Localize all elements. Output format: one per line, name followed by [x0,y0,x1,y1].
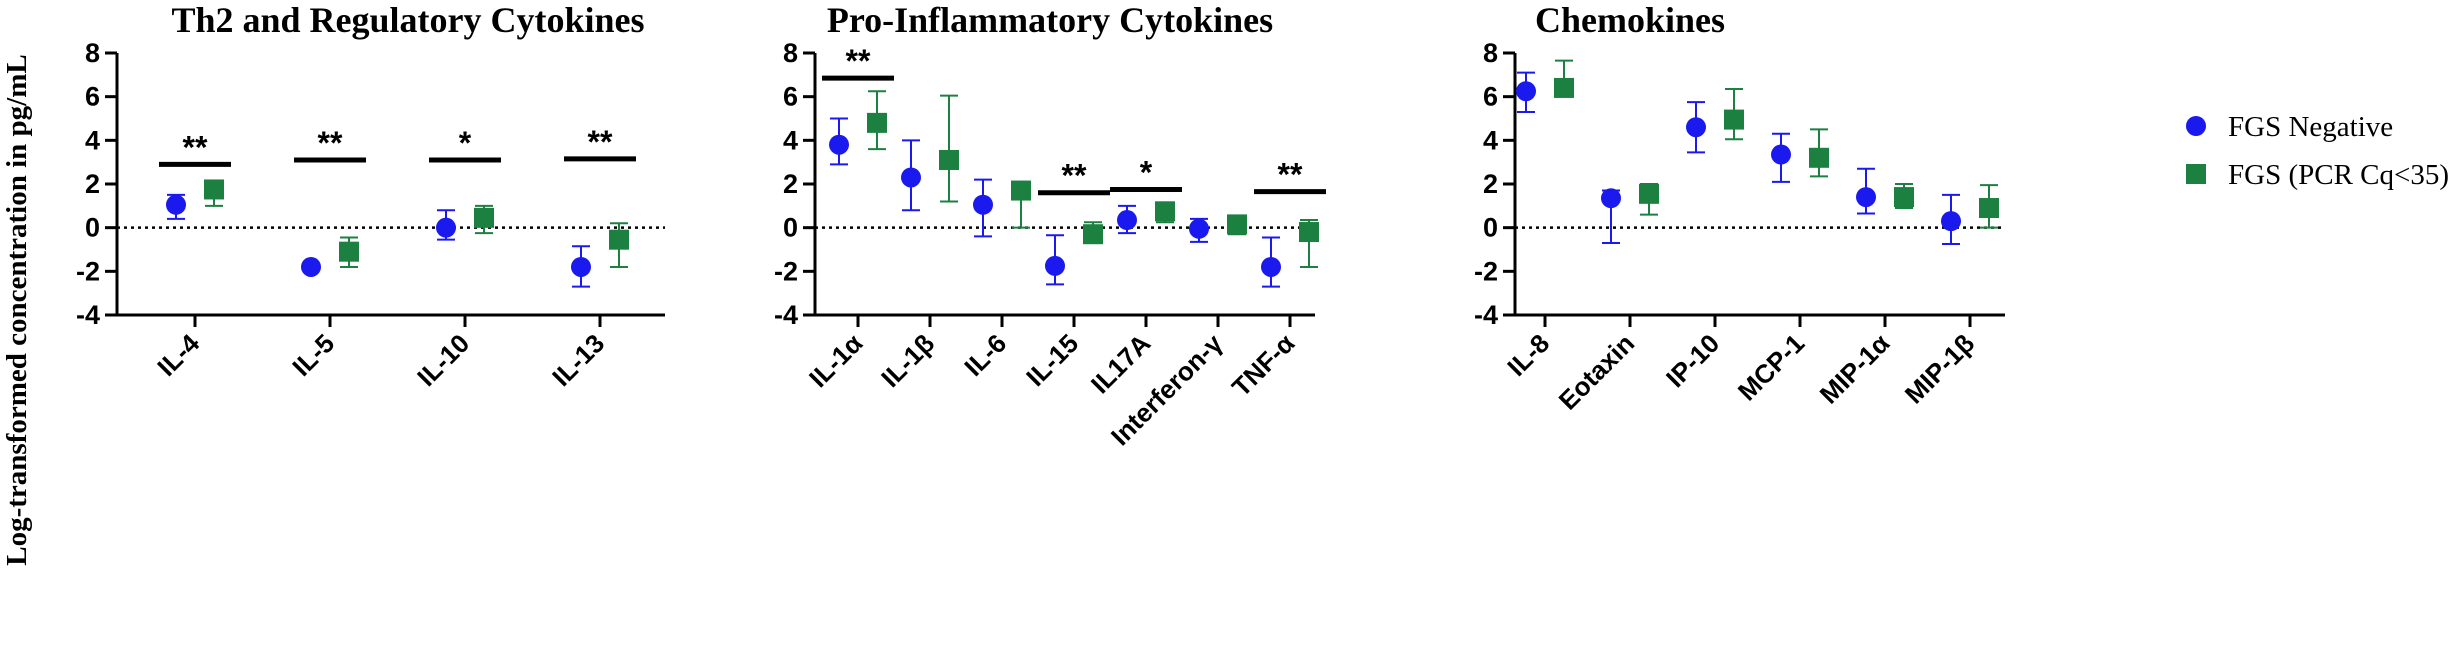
y-axis-label: Log-transformed concentration in pg/mL [1,54,33,566]
point-fgs-positive [1724,109,1744,130]
y-tick-label: 2 [783,169,798,199]
y-tick-label: -4 [1474,300,1498,330]
x-tick-label: IL-4 [151,328,205,382]
point-fgs-negative [1261,256,1281,277]
y-tick-label: 0 [1483,213,1498,243]
point-fgs-negative [1117,210,1137,231]
point-fgs-positive [1011,180,1031,201]
x-tick-label: TNF-α [1226,328,1300,402]
point-fgs-positive [1227,214,1247,235]
significance-label: ** [1278,157,1303,193]
point-fgs-negative [1516,81,1536,102]
y-tick-label: 2 [85,169,100,199]
point-fgs-positive [609,229,629,250]
point-fgs-positive [1894,187,1914,208]
point-fgs-negative [436,217,456,238]
point-fgs-positive [1554,77,1574,98]
panel-th2-regulatory: Th2 and Regulatory Cytokines -4 -2 0 2 4 6 8 IL… [76,0,665,392]
y-tick-label: 8 [1483,38,1498,68]
y-tick-label: 8 [783,38,798,68]
panel-title-th2: Th2 and Regulatory Cytokines [171,0,644,40]
point-fgs-negative [901,167,921,188]
panel-title-chemokines: Chemokines [1535,0,1725,40]
significance-label: ** [183,129,208,165]
significance-label: * [459,125,472,161]
point-fgs-negative [1856,187,1876,208]
legend: FGS Negative FGS (PCR Cq<35) [2186,111,2449,191]
point-fgs-positive [1809,147,1829,168]
x-tick-label: MIP-1β [1899,328,1980,409]
point-fgs-negative [1771,144,1791,165]
x-tick-label: IL-8 [1501,328,1555,382]
x-tick-label: Eotaxin [1553,328,1641,416]
panel-pro-inflammatory: Pro-Inflammatory Cytokines -4 -2 0 2 4 6 8 IL-1… [774,0,1326,451]
y-tick-label: -2 [774,256,798,286]
x-tick-label: MIP-1α [1814,328,1896,410]
y-tick-label: -4 [774,300,798,330]
x-tick-label: IL-15 [1020,328,1084,392]
y-tick-label: 4 [783,125,798,155]
point-fgs-negative [571,256,591,277]
point-fgs-negative [973,194,993,215]
point-fgs-negative [301,256,321,277]
point-fgs-negative [1686,117,1706,138]
y-tick-label: -2 [1474,256,1498,286]
y-tick-label: 6 [85,82,100,112]
point-fgs-negative [1941,211,1961,232]
point-fgs-positive [939,149,959,170]
x-tick-label: IP-10 [1660,328,1725,393]
point-fgs-positive [1299,222,1319,243]
point-fgs-negative [1189,218,1209,239]
legend-marker-fgs-negative [2186,116,2206,136]
point-fgs-negative [1601,188,1621,209]
x-tick-label: IL-10 [411,328,475,392]
legend-label-fgs-positive: FGS (PCR Cq<35) [2228,159,2449,191]
panel-title-pro-inflammatory: Pro-Inflammatory Cytokines [827,0,1273,40]
y-tick-label: -4 [76,300,100,330]
y-tick-label: 0 [783,213,798,243]
legend-marker-fgs-positive [2186,164,2206,184]
y-tick-label: 6 [783,82,798,112]
point-fgs-positive [1979,198,1999,219]
significance-label: ** [846,43,871,79]
y-tick-label: 2 [1483,169,1498,199]
significance-label: ** [1062,158,1087,194]
point-fgs-negative [1045,255,1065,276]
point-fgs-positive [1639,183,1659,204]
x-tick-label: IL-5 [286,328,340,382]
y-tick-label: 8 [85,38,100,68]
significance-label: ** [318,125,343,161]
x-tick-label: IL-6 [958,328,1012,382]
x-tick-label: MCP-1 [1732,328,1810,406]
point-fgs-negative [166,194,186,215]
legend-label-fgs-negative: FGS Negative [2228,111,2393,143]
x-tick-label: IL-13 [546,328,610,392]
y-tick-label: -2 [76,256,100,286]
point-fgs-positive [474,207,494,228]
y-tick-label: 4 [85,125,100,155]
y-tick-label: 6 [1483,82,1498,112]
y-tick-label: 0 [85,213,100,243]
point-fgs-positive [867,112,887,133]
significance-label: ** [588,124,613,160]
x-tick-label: IL-1β [875,328,940,393]
y-tick-label: 4 [1483,125,1498,155]
point-fgs-positive [1155,201,1175,222]
point-fgs-negative [829,134,849,155]
point-fgs-positive [339,241,359,262]
significance-label: * [1140,154,1153,190]
point-fgs-positive [1083,224,1103,245]
point-fgs-positive [204,179,224,200]
x-tick-label: IL-1α [803,328,868,393]
